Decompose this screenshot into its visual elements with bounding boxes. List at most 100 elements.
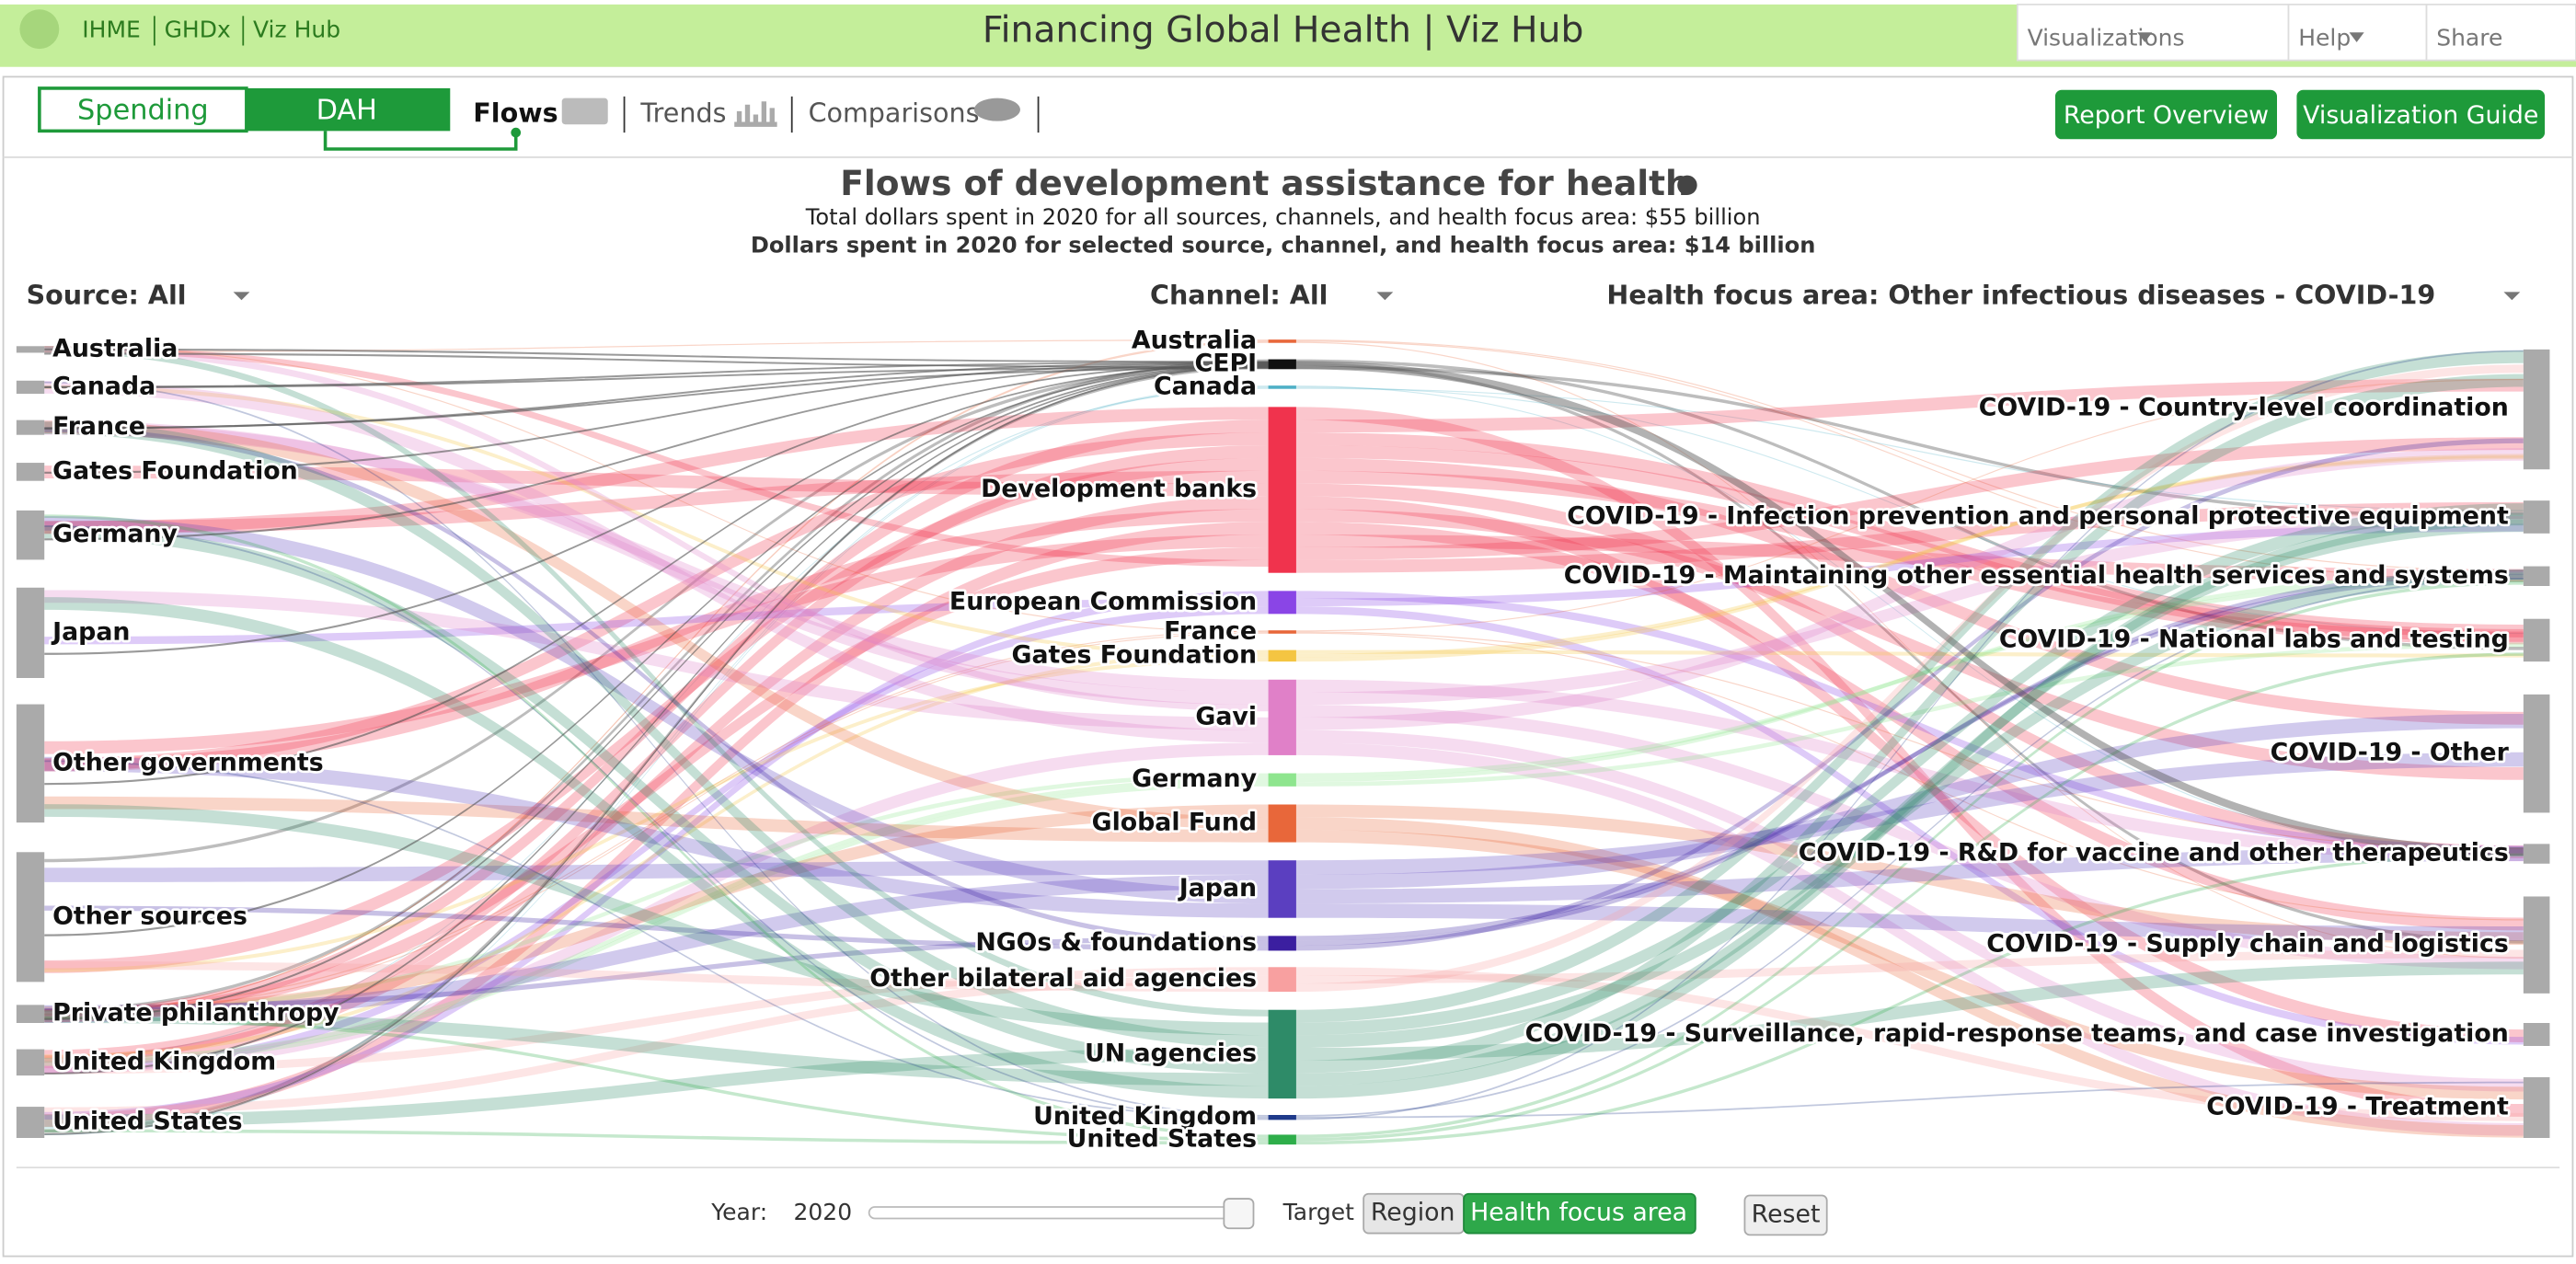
source-node[interactable] <box>16 419 45 435</box>
slider-track[interactable] <box>868 1206 1248 1220</box>
source-node[interactable] <box>16 704 45 823</box>
source-node[interactable] <box>16 510 45 560</box>
channel-node[interactable] <box>1268 1115 1296 1120</box>
target-option[interactable] <box>1463 1192 1696 1235</box>
channel-label[interactable]: Canada <box>1151 370 1259 403</box>
channel-node[interactable] <box>1268 339 1296 343</box>
button-label[interactable]: Report Overview <box>2064 101 2269 130</box>
target-label[interactable]: COVID-19 - Treatment <box>2204 1090 2512 1123</box>
channel-label[interactable]: Japan <box>1175 871 1259 904</box>
source-node[interactable] <box>16 587 45 678</box>
source-label[interactable]: Japan <box>48 615 132 649</box>
menu-tab[interactable] <box>2425 3 2576 62</box>
logo[interactable] <box>19 9 60 50</box>
menu-tab[interactable] <box>2016 3 2290 62</box>
target-label[interactable]: COVID-19 - Surveillance, rapid-response … <box>1523 1017 2512 1050</box>
channel-label[interactable]: European Commission <box>947 585 1259 618</box>
dropdown-arrow[interactable] <box>233 292 250 301</box>
source-label[interactable]: Canada <box>50 370 157 403</box>
source-label[interactable]: United States <box>50 1105 245 1138</box>
source-node[interactable] <box>16 380 45 395</box>
channel-label[interactable]: Other bilateral aid agencies <box>868 962 1259 995</box>
target-node[interactable] <box>2523 500 2550 534</box>
channel-node[interactable] <box>1268 630 1296 634</box>
target-node[interactable] <box>2523 1076 2550 1138</box>
slider-handle[interactable] <box>1223 1198 1255 1230</box>
target-node[interactable] <box>2523 1023 2550 1046</box>
channel-label[interactable]: Global Fund <box>1089 806 1259 839</box>
channel-node[interactable] <box>1268 359 1296 370</box>
channel-node[interactable] <box>1268 1134 1296 1145</box>
target-node[interactable] <box>2523 844 2550 864</box>
button-label[interactable]: Visualization Guide <box>2303 101 2538 130</box>
channel-label[interactable]: United States <box>1064 1122 1259 1155</box>
source-node[interactable] <box>16 852 45 982</box>
menu-item[interactable]: Visualizations <box>2028 24 2185 51</box>
channel-node[interactable] <box>1268 679 1296 755</box>
header-link[interactable]: IHME <box>82 16 141 42</box>
channel-label[interactable]: CEPI <box>1192 347 1259 380</box>
target-option-label[interactable]: Region <box>1371 1199 1455 1227</box>
target-node[interactable] <box>2523 566 2550 586</box>
target-label[interactable]: COVID-19 - Supply chain and logistics <box>1984 927 2512 960</box>
toggle-dah[interactable] <box>246 87 451 132</box>
channel-node[interactable] <box>1268 967 1296 993</box>
menu-item[interactable]: Share <box>2436 24 2502 51</box>
channel-label[interactable]: Development banks <box>978 472 1259 505</box>
target-label[interactable]: COVID-19 - R&D for vaccine and other the… <box>1796 836 2511 869</box>
source-node[interactable] <box>16 1107 45 1138</box>
channel-node[interactable] <box>1268 804 1296 843</box>
toggle-label[interactable]: DAH <box>316 94 377 126</box>
source-node[interactable] <box>16 346 45 353</box>
source-label[interactable]: France <box>50 409 147 442</box>
target-label[interactable]: COVID-19 - Maintaining other essential h… <box>1561 558 2511 592</box>
target-label[interactable]: COVID-19 - National labs and testing <box>1996 623 2511 656</box>
source-label[interactable]: Private philanthropy <box>50 996 341 1029</box>
button[interactable] <box>2296 89 2546 140</box>
channel-node[interactable] <box>1268 385 1296 389</box>
source-label[interactable]: Gates Foundation <box>50 454 300 488</box>
channel-label[interactable]: United Kingdom <box>1030 1100 1259 1133</box>
dropdown-arrow[interactable] <box>2503 292 2521 301</box>
channel-label[interactable]: Germany <box>1130 763 1259 796</box>
tab[interactable]: Comparisons <box>809 97 980 128</box>
target-node[interactable] <box>2523 896 2550 994</box>
channel-node[interactable] <box>1268 1009 1296 1099</box>
source-label[interactable]: Germany <box>50 517 179 550</box>
target-node[interactable] <box>2523 349 2550 470</box>
channel-node[interactable] <box>1268 591 1296 615</box>
target-option-label[interactable]: Health focus area <box>1470 1199 1687 1227</box>
tab[interactable]: Trends <box>639 97 726 128</box>
channel-label[interactable]: NGOs & foundations <box>973 925 1259 959</box>
channel-label[interactable]: Gates Foundation <box>1009 638 1259 672</box>
target-label[interactable]: COVID-19 - Infection prevention and pers… <box>1565 500 2512 533</box>
filter-dropdown[interactable]: Source: All <box>27 280 187 311</box>
channel-node[interactable] <box>1268 649 1296 662</box>
filter-dropdown[interactable]: Health focus area: Other infectious dise… <box>1606 280 2435 311</box>
target-node[interactable] <box>2523 694 2550 813</box>
info-icon[interactable] <box>1677 175 1697 195</box>
channel-label[interactable]: France <box>1161 615 1259 648</box>
source-node[interactable] <box>16 1005 45 1023</box>
channel-label[interactable]: UN agencies <box>1082 1037 1259 1070</box>
reset-button[interactable] <box>1743 1194 1828 1236</box>
source-label[interactable]: Australia <box>50 332 180 365</box>
source-node[interactable] <box>16 463 45 481</box>
channel-label[interactable]: Australia <box>1129 324 1259 357</box>
channel-node[interactable] <box>1268 860 1296 918</box>
target-node[interactable] <box>2523 618 2550 662</box>
tab[interactable]: Flows <box>473 97 558 128</box>
dropdown-arrow[interactable] <box>1376 292 1394 301</box>
reset-label[interactable]: Reset <box>1752 1200 1821 1228</box>
filter-dropdown[interactable]: Channel: All <box>1150 280 1328 311</box>
target-label[interactable]: COVID-19 - Country-level coordination <box>1976 391 2511 424</box>
button[interactable] <box>2054 89 2277 140</box>
source-label[interactable]: Other governments <box>50 746 326 779</box>
header-link[interactable]: Viz Hub <box>253 16 340 42</box>
menu-item[interactable]: Help <box>2298 24 2351 51</box>
source-node[interactable] <box>16 1049 45 1076</box>
source-label[interactable]: Other sources <box>50 900 249 933</box>
toggle-label[interactable]: Spending <box>77 94 209 126</box>
channel-node[interactable] <box>1268 936 1296 951</box>
channel-node[interactable] <box>1268 407 1296 573</box>
